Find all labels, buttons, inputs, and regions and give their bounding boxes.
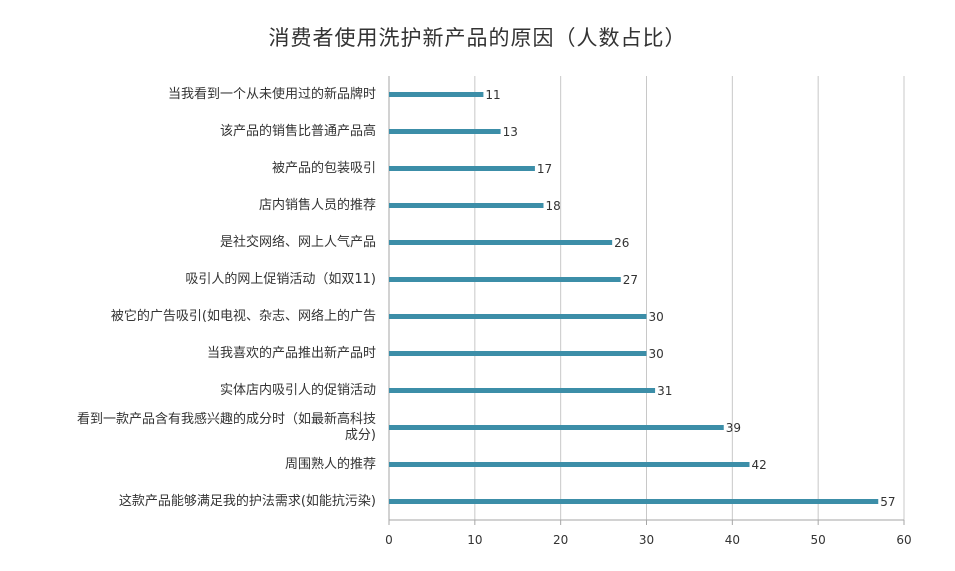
category-label-11: 这款产品能够满足我的护法需求(如能抗污染): [119, 493, 376, 509]
category-label-4: 是社交网络、网上人气产品: [220, 234, 376, 250]
x-tick-label-30: 30: [639, 533, 654, 547]
x-tick-label-40: 40: [725, 533, 740, 547]
bar-10: [389, 462, 750, 467]
data-label-2: 17: [537, 162, 552, 176]
bar-2: [389, 166, 535, 171]
category-label-10: 周围熟人的推荐: [285, 456, 376, 472]
data-label-1: 13: [503, 125, 518, 139]
bar-11: [389, 499, 879, 504]
bar-1: [389, 129, 501, 134]
x-tick-label-20: 20: [553, 533, 568, 547]
bar-7: [389, 351, 647, 356]
category-label-3: 店内销售人员的推荐: [259, 197, 376, 213]
x-tick-label-0: 0: [385, 533, 393, 547]
bar-0: [389, 92, 484, 97]
x-tick-label-10: 10: [467, 533, 482, 547]
bar-3: [389, 203, 544, 208]
x-tick-label-50: 50: [811, 533, 826, 547]
category-label-9-line-0: 看到一款产品含有我感兴趣的成分时（如最新高科技: [77, 411, 376, 427]
data-label-11: 57: [880, 495, 895, 509]
data-label-5: 27: [623, 273, 638, 287]
bar-5: [389, 277, 621, 282]
data-label-9: 39: [726, 421, 741, 435]
category-label-7: 当我喜欢的产品推出新产品时: [207, 345, 376, 361]
bar-8: [389, 388, 656, 393]
data-label-10: 42: [752, 458, 767, 472]
x-tick-label-60: 60: [896, 533, 911, 547]
category-label-5: 吸引人的网上促销活动（如双11): [185, 271, 376, 287]
bar-9: [389, 425, 724, 430]
category-label-0: 当我看到一个从未使用过的新品牌时: [168, 86, 376, 102]
category-label-2: 被产品的包装吸引: [272, 160, 376, 176]
bar-6: [389, 314, 647, 319]
data-label-3: 18: [546, 199, 561, 213]
data-label-7: 30: [649, 347, 664, 361]
data-label-0: 11: [485, 88, 500, 102]
chart-title: 消费者使用洗护新产品的原因（人数占比）: [268, 26, 687, 50]
category-label-9-line-1: 成分): [345, 428, 376, 443]
data-label-6: 30: [649, 310, 664, 324]
category-label-6: 被它的广告吸引(如电视、杂志、网络上的广告: [111, 308, 376, 324]
category-label-1: 该产品的销售比普通产品高: [220, 123, 376, 139]
data-label-8: 31: [657, 384, 672, 398]
category-label-8: 实体店内吸引人的促销活动: [220, 382, 376, 398]
data-label-4: 26: [614, 236, 629, 250]
bar-4: [389, 240, 613, 245]
